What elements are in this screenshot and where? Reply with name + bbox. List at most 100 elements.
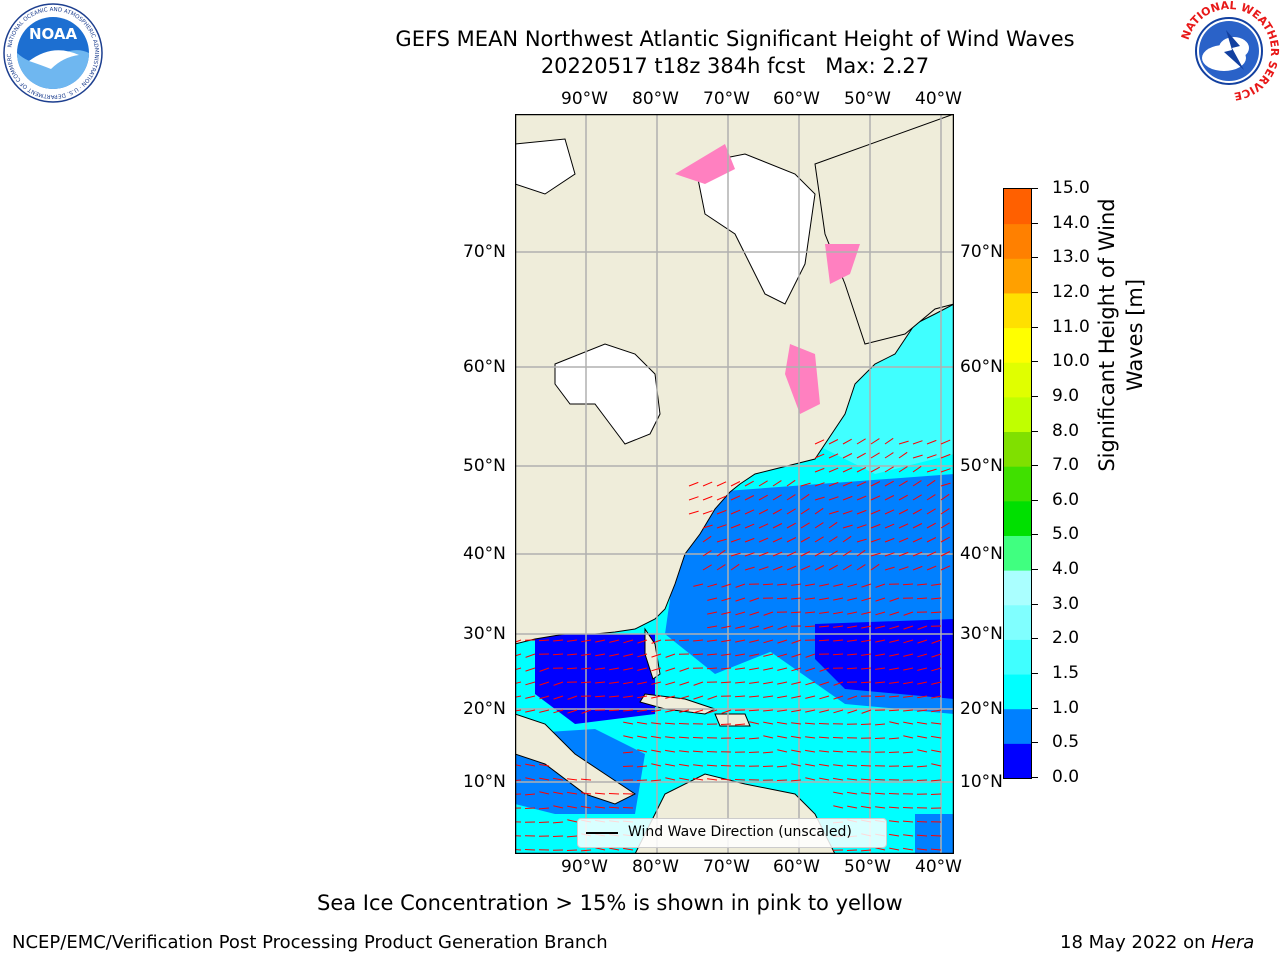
wind-wave-arrow: [889, 611, 900, 616]
wind-wave-arrow: [861, 639, 872, 643]
wind-wave-arrow: [874, 723, 886, 726]
wind-wave-arrow: [623, 667, 634, 671]
wind-wave-arrow: [926, 468, 937, 473]
wind-wave-arrow: [805, 667, 816, 672]
wind-wave-arrow: [651, 695, 662, 699]
wind-wave-arrow: [678, 736, 690, 739]
wind-wave-arrow: [720, 765, 732, 767]
wind-wave-arrow: [637, 735, 648, 739]
wind-wave-arrow: [525, 681, 536, 686]
wind-wave-arrow: [749, 681, 760, 684]
wind-wave-arrow: [608, 806, 620, 809]
wind-wave-arrow: [763, 695, 774, 698]
wind-wave-arrow: [735, 625, 746, 629]
wind-wave-arrow: [912, 465, 922, 473]
wind-wave-arrow: [650, 779, 662, 782]
hispaniola-land: [714, 713, 751, 727]
wind-wave-arrow: [735, 653, 746, 657]
wind-wave-arrow: [720, 723, 732, 725]
wind-wave-arrow: [716, 495, 727, 501]
colorbar-tick-label: 4.0: [1052, 559, 1080, 580]
wind-wave-arrow: [524, 849, 536, 851]
wind-wave-arrow: [791, 735, 802, 739]
wind-wave-arrow: [870, 481, 881, 487]
wind-wave-arrow: [875, 583, 886, 588]
wind-wave-arrow: [692, 653, 704, 656]
wind-wave-arrow: [515, 639, 522, 643]
wind-wave-arrow: [819, 583, 830, 587]
wind-wave-arrow: [608, 793, 620, 795]
wind-wave-arrow: [595, 681, 606, 684]
wind-wave-arrow: [847, 778, 858, 781]
wind-wave-arrow: [693, 695, 704, 700]
wind-wave-arrow: [772, 551, 783, 557]
wind-wave-arrow: [665, 763, 676, 767]
wind-wave-arrow: [940, 439, 951, 445]
colorbar-segment: [1004, 500, 1031, 536]
wind-wave-arrow: [884, 495, 895, 501]
wind-wave-arrow: [846, 751, 858, 753]
wind-wave-arrow: [707, 778, 718, 781]
wind-wave-arrow: [828, 550, 838, 557]
wind-wave-arrow: [734, 779, 746, 781]
wind-wave-arrow: [842, 550, 852, 557]
wind-wave-arrow: [772, 523, 783, 529]
wind-wave-arrow: [856, 549, 866, 557]
wind-wave-arrow: [902, 583, 914, 586]
wind-wave-arrow: [805, 611, 816, 614]
wind-wave-arrow: [758, 566, 769, 571]
wind-wave-arrow: [828, 521, 838, 529]
lat-label-left-30n: 30°N: [463, 624, 506, 644]
wind-wave-arrow: [744, 495, 755, 501]
wind-wave-arrow: [762, 583, 774, 586]
wind-wave-arrow: [828, 467, 839, 473]
lon-label-bottom-80w: 80°W: [632, 857, 679, 877]
wind-wave-arrow: [930, 793, 942, 795]
wind-wave-arrow: [553, 681, 564, 686]
wind-wave-arrow: [581, 792, 592, 795]
wind-wave-arrow: [842, 481, 853, 487]
wind-wave-arrow: [814, 507, 824, 515]
wind-wave-arrow: [580, 681, 592, 684]
wind-wave-arrow: [538, 807, 550, 810]
wind-wave-arrow: [730, 509, 741, 515]
wind-wave-arrow: [651, 709, 662, 713]
wind-wave-arrow: [814, 550, 824, 557]
wind-wave-arrow: [623, 721, 634, 725]
wind-wave-arrow: [861, 597, 872, 602]
colorbar-segment: [1004, 466, 1031, 502]
wind-wave-arrow: [828, 453, 839, 459]
wind-wave-arrow: [777, 721, 788, 725]
wind-wave-arrow: [623, 695, 634, 698]
map-frame: [515, 114, 954, 854]
lon-label-bottom-90w: 90°W: [561, 857, 608, 877]
wind-wave-arrow: [805, 763, 816, 767]
wind-wave-arrow: [567, 639, 578, 642]
wind-wave-arrow: [744, 552, 755, 557]
wind-wave-arrow: [833, 639, 844, 642]
wind-wave-arrow: [828, 536, 838, 543]
wind-wave-arrow: [734, 695, 746, 698]
wind-wave-arrow: [903, 709, 914, 712]
wind-wave-arrow: [847, 625, 858, 629]
wind-wave-arrow: [763, 667, 774, 671]
wind-wave-arrow: [875, 625, 886, 629]
wind-wave-arrow: [931, 667, 942, 672]
wind-wave-arrow: [912, 454, 923, 459]
wind-wave-arrow: [931, 681, 942, 685]
wind-wave-arrow: [651, 681, 662, 685]
wind-wave-arrow: [539, 777, 550, 781]
wind-wave-arrow: [758, 537, 769, 543]
wind-wave-arrow: [525, 695, 536, 699]
wind-wave-arrow: [776, 765, 788, 768]
wind-wave-arrow: [763, 681, 774, 685]
colorbar-segment: [1004, 639, 1031, 675]
colorbar-segment: [1004, 362, 1031, 398]
wind-wave-arrow: [916, 765, 928, 768]
wind-wave-arrow: [874, 695, 886, 698]
colorbar-tick-label: 5.0: [1052, 524, 1080, 545]
wind-wave-arrow: [819, 597, 830, 601]
wind-wave-arrow: [609, 667, 620, 671]
wind-wave-arrow: [707, 639, 718, 642]
wind-wave-arrow: [791, 722, 802, 725]
